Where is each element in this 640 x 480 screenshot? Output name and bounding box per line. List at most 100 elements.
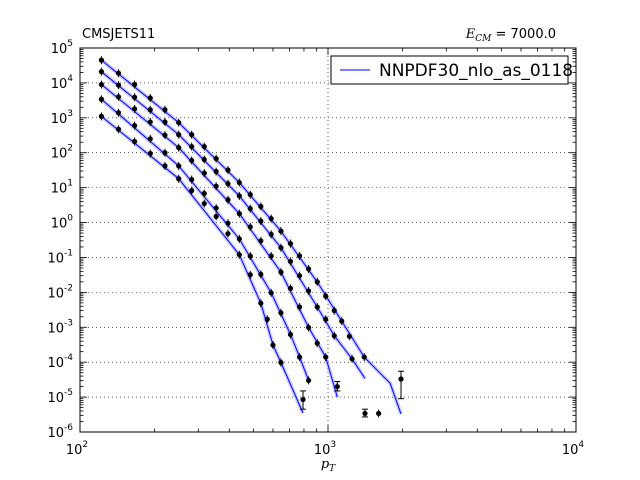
y-tick-exponent: -6 <box>64 423 73 433</box>
data-series-4 <box>98 95 312 385</box>
data-point <box>115 94 122 100</box>
data-point <box>131 94 138 100</box>
y-tick-exponent: 2 <box>67 144 73 154</box>
data-point <box>339 318 345 324</box>
data-point <box>162 132 168 138</box>
data-point <box>247 224 253 230</box>
legend-label: NNPDF30_nlo_as_0118 <box>379 61 573 81</box>
x-tick-base: 10 <box>314 443 331 458</box>
data-point <box>314 279 320 285</box>
y-tick-base: 10 <box>47 356 64 371</box>
data-point <box>305 288 312 294</box>
data-point <box>258 238 264 244</box>
y-tick-labels: 10510410310210110010-110-210-310-410-510… <box>47 39 73 441</box>
data-point <box>225 181 231 187</box>
data-point <box>176 176 182 182</box>
y-tick-label: 10-5 <box>47 388 73 406</box>
data-point <box>287 285 294 291</box>
y-tick-label: 105 <box>51 39 73 57</box>
data-point <box>323 316 329 322</box>
energy-value: = 7000.0 <box>491 27 556 42</box>
y-tick-label: 10-3 <box>47 318 73 336</box>
data-point <box>162 163 168 169</box>
data-point <box>349 356 355 362</box>
data-point <box>213 205 219 211</box>
data-point <box>225 167 231 173</box>
y-tick-label: 10-6 <box>47 423 73 441</box>
data-point <box>268 290 274 296</box>
data-point <box>296 304 303 310</box>
data-point <box>258 218 264 224</box>
data-point <box>131 106 138 112</box>
data-point <box>176 145 182 151</box>
y-tick-exponent: -1 <box>64 248 73 258</box>
x-tick-label: 104 <box>562 440 585 458</box>
data-series-3 <box>98 80 341 392</box>
data-point <box>201 200 207 207</box>
y-tick-label: 103 <box>51 109 73 127</box>
x-axis-symbol: p <box>321 457 330 472</box>
data-point <box>296 253 303 259</box>
data-point <box>189 143 195 150</box>
data-point <box>278 310 284 316</box>
data-point <box>225 231 231 237</box>
data-point <box>189 157 195 164</box>
data-point <box>98 69 105 75</box>
y-tick-base: 10 <box>47 391 64 406</box>
y-tick-base: 10 <box>51 182 68 197</box>
data-point <box>201 156 207 163</box>
y-tick-base: 10 <box>51 112 68 127</box>
data-point <box>131 81 138 88</box>
x-tick-label: 103 <box>314 440 336 458</box>
data-point <box>287 258 294 265</box>
energy-subscript: CM <box>475 34 492 44</box>
data-point <box>115 70 122 76</box>
data-point <box>296 273 303 279</box>
data-point <box>176 119 182 126</box>
data-point <box>268 253 274 259</box>
data-point <box>98 96 105 102</box>
data-point <box>247 272 253 278</box>
data-point <box>131 138 138 145</box>
data-point <box>296 354 303 360</box>
x-axis-subscript: T <box>329 464 336 474</box>
data-point <box>147 107 153 113</box>
data-point <box>331 333 337 339</box>
data-point <box>162 119 168 125</box>
axes-frame <box>79 47 577 433</box>
data-point <box>189 132 195 138</box>
data-point <box>258 271 264 277</box>
data-point <box>278 228 284 234</box>
x-tick-base: 10 <box>562 443 579 458</box>
x-tick-exponent: 4 <box>578 440 584 450</box>
y-tick-exponent: 4 <box>67 74 73 84</box>
data-point <box>236 252 242 258</box>
data-point <box>225 197 231 203</box>
data-point <box>236 193 242 199</box>
data-point <box>270 342 276 348</box>
data-point <box>98 57 105 63</box>
x-axis-label: pT <box>321 457 336 474</box>
data-point <box>287 331 294 338</box>
data-point <box>176 132 182 138</box>
data-points <box>98 56 405 418</box>
y-tick-exponent: -3 <box>64 318 73 328</box>
data-point <box>258 300 264 306</box>
y-tick-exponent: -5 <box>64 388 73 398</box>
data-point <box>225 220 231 226</box>
y-tick-label: 10-4 <box>47 353 73 371</box>
y-tick-exponent: 3 <box>67 109 73 119</box>
data-series-5 <box>98 112 307 410</box>
y-tick-label: 100 <box>51 214 74 232</box>
data-point <box>162 150 168 156</box>
data-point <box>268 231 274 237</box>
y-tick-base: 10 <box>47 321 64 336</box>
data-point <box>213 168 219 175</box>
data-series-1 <box>98 56 405 418</box>
data-point <box>236 179 242 186</box>
data-point <box>213 155 219 162</box>
data-point <box>176 163 182 169</box>
y-tick-base: 10 <box>51 42 68 57</box>
y-tick-label: 101 <box>51 179 73 197</box>
energy-symbol: E <box>465 27 476 42</box>
